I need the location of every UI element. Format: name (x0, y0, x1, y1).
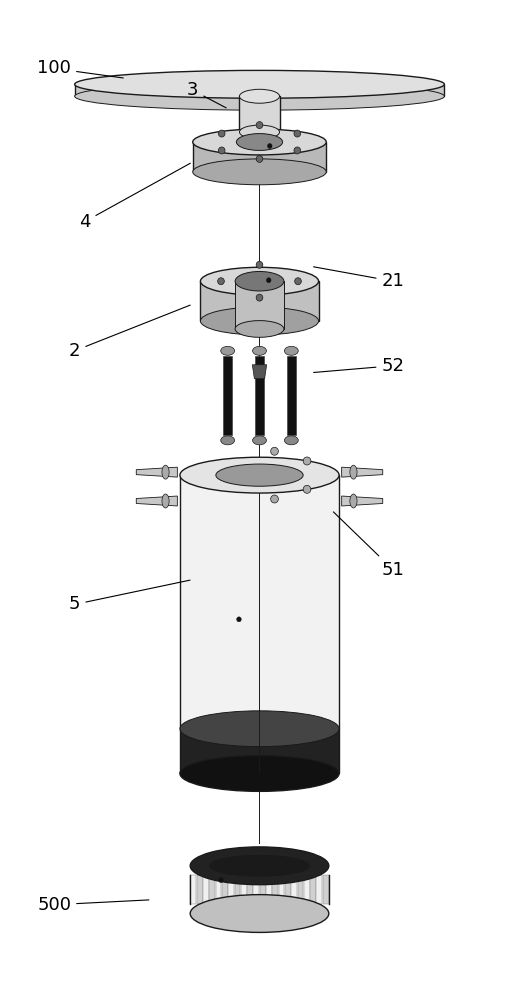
Polygon shape (200, 281, 319, 321)
Polygon shape (209, 875, 215, 904)
Text: 5: 5 (69, 580, 190, 613)
Polygon shape (203, 875, 209, 904)
Ellipse shape (271, 447, 278, 455)
Text: 21: 21 (313, 267, 404, 290)
Ellipse shape (237, 617, 241, 622)
Ellipse shape (75, 82, 444, 110)
Ellipse shape (217, 278, 224, 285)
Polygon shape (247, 875, 253, 904)
Polygon shape (310, 875, 316, 904)
Ellipse shape (193, 129, 326, 155)
Ellipse shape (190, 895, 329, 932)
Polygon shape (342, 467, 383, 477)
Ellipse shape (253, 346, 266, 355)
Ellipse shape (303, 485, 311, 493)
Ellipse shape (218, 130, 225, 137)
Ellipse shape (266, 278, 271, 283)
Text: 4: 4 (79, 163, 190, 231)
Ellipse shape (236, 134, 283, 150)
Text: 51: 51 (333, 512, 404, 579)
Text: 2: 2 (69, 305, 190, 360)
Ellipse shape (221, 346, 235, 355)
Polygon shape (228, 875, 234, 904)
Ellipse shape (218, 878, 223, 883)
Ellipse shape (294, 130, 301, 137)
Polygon shape (239, 96, 280, 132)
Polygon shape (266, 875, 272, 904)
Polygon shape (222, 875, 228, 904)
Text: 3: 3 (187, 81, 226, 108)
Polygon shape (252, 365, 267, 379)
Ellipse shape (162, 494, 169, 508)
Ellipse shape (200, 307, 319, 335)
Ellipse shape (256, 261, 263, 268)
Ellipse shape (162, 465, 169, 479)
Ellipse shape (284, 436, 298, 445)
Polygon shape (317, 875, 322, 904)
Ellipse shape (294, 147, 301, 154)
Polygon shape (272, 875, 278, 904)
Polygon shape (260, 875, 266, 904)
Polygon shape (304, 875, 310, 904)
Ellipse shape (253, 436, 266, 445)
Ellipse shape (210, 855, 309, 876)
Ellipse shape (218, 147, 225, 154)
Polygon shape (297, 875, 304, 904)
Polygon shape (223, 356, 233, 435)
Ellipse shape (193, 159, 326, 185)
Ellipse shape (295, 278, 302, 285)
Ellipse shape (256, 122, 263, 129)
Text: 100: 100 (37, 59, 123, 78)
Ellipse shape (221, 436, 235, 445)
Ellipse shape (256, 155, 263, 162)
Ellipse shape (235, 321, 284, 337)
Ellipse shape (271, 495, 278, 503)
Ellipse shape (190, 847, 329, 885)
Polygon shape (279, 875, 284, 904)
Ellipse shape (180, 756, 339, 791)
Ellipse shape (180, 457, 339, 493)
Ellipse shape (256, 294, 263, 301)
Ellipse shape (267, 143, 272, 148)
Polygon shape (197, 875, 202, 904)
Ellipse shape (200, 267, 319, 295)
Polygon shape (136, 467, 177, 477)
Ellipse shape (180, 711, 339, 747)
Ellipse shape (235, 271, 284, 291)
Ellipse shape (239, 89, 280, 103)
Polygon shape (241, 875, 247, 904)
Polygon shape (342, 496, 383, 506)
Polygon shape (180, 475, 339, 729)
Polygon shape (286, 356, 296, 435)
Polygon shape (190, 875, 196, 904)
Polygon shape (253, 875, 260, 904)
Polygon shape (75, 84, 444, 96)
Polygon shape (285, 875, 291, 904)
Polygon shape (180, 729, 339, 773)
Polygon shape (255, 356, 264, 435)
Ellipse shape (239, 125, 280, 139)
Polygon shape (323, 875, 329, 904)
Ellipse shape (350, 494, 357, 508)
Text: 500: 500 (37, 896, 149, 914)
Polygon shape (235, 875, 240, 904)
Polygon shape (215, 875, 222, 904)
Ellipse shape (75, 70, 444, 98)
Ellipse shape (350, 465, 357, 479)
Polygon shape (235, 281, 284, 329)
Ellipse shape (284, 346, 298, 355)
Polygon shape (136, 496, 177, 506)
Text: 52: 52 (313, 357, 404, 375)
Ellipse shape (303, 457, 311, 465)
Ellipse shape (216, 464, 303, 486)
Polygon shape (291, 875, 297, 904)
Polygon shape (193, 142, 326, 172)
